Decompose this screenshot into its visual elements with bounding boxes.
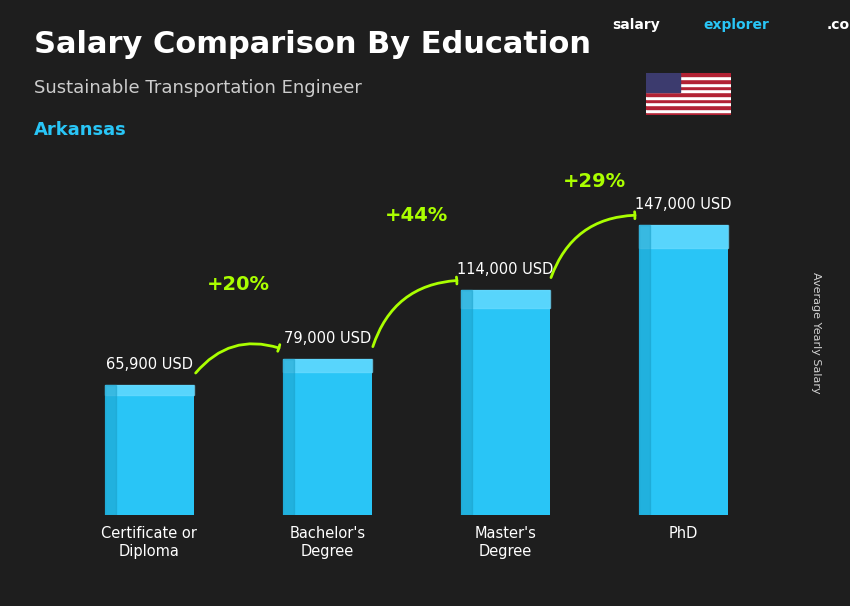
Bar xyxy=(646,92,731,96)
Text: +29%: +29% xyxy=(563,172,626,191)
Text: +20%: +20% xyxy=(207,275,270,294)
Text: salary: salary xyxy=(612,18,660,32)
Bar xyxy=(646,89,731,92)
Text: Arkansas: Arkansas xyxy=(34,121,127,139)
Bar xyxy=(461,290,472,515)
Bar xyxy=(646,96,731,99)
Bar xyxy=(105,385,116,515)
Bar xyxy=(461,290,550,515)
Text: 65,900 USD: 65,900 USD xyxy=(106,357,193,372)
Bar xyxy=(646,108,731,112)
Text: +44%: +44% xyxy=(385,205,448,225)
Bar xyxy=(646,86,731,89)
Bar xyxy=(283,359,372,515)
Bar xyxy=(646,73,680,92)
Bar xyxy=(646,76,731,79)
Bar xyxy=(646,73,731,76)
Text: Sustainable Transportation Engineer: Sustainable Transportation Engineer xyxy=(34,79,362,97)
Text: explorer: explorer xyxy=(704,18,769,32)
Bar xyxy=(646,99,731,102)
Text: 79,000 USD: 79,000 USD xyxy=(284,331,371,347)
Bar xyxy=(461,290,550,308)
Bar xyxy=(639,225,728,248)
Bar xyxy=(646,112,731,115)
Bar xyxy=(639,225,649,515)
Bar xyxy=(283,359,293,515)
Bar xyxy=(646,79,731,82)
Bar xyxy=(105,385,194,515)
Text: Average Yearly Salary: Average Yearly Salary xyxy=(811,273,821,394)
Text: 147,000 USD: 147,000 USD xyxy=(636,197,732,212)
Text: 114,000 USD: 114,000 USD xyxy=(457,262,553,278)
Bar xyxy=(646,82,731,86)
Bar xyxy=(646,102,731,105)
Bar xyxy=(639,225,728,515)
Bar xyxy=(646,105,731,108)
Text: Salary Comparison By Education: Salary Comparison By Education xyxy=(34,30,591,59)
Bar xyxy=(283,359,372,371)
Bar xyxy=(105,385,194,396)
Text: .com: .com xyxy=(826,18,850,32)
